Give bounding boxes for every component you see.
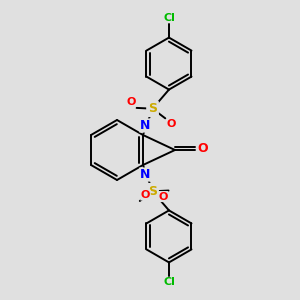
Text: S: S [148, 102, 157, 115]
Text: O: O [158, 191, 167, 202]
Text: N: N [140, 168, 150, 181]
Text: Cl: Cl [163, 278, 175, 287]
Text: O: O [126, 97, 136, 107]
Text: O: O [166, 119, 176, 129]
Text: O: O [141, 190, 150, 200]
Text: Cl: Cl [163, 13, 175, 22]
Text: N: N [140, 119, 150, 132]
Text: S: S [148, 185, 157, 198]
Text: O: O [197, 142, 208, 155]
